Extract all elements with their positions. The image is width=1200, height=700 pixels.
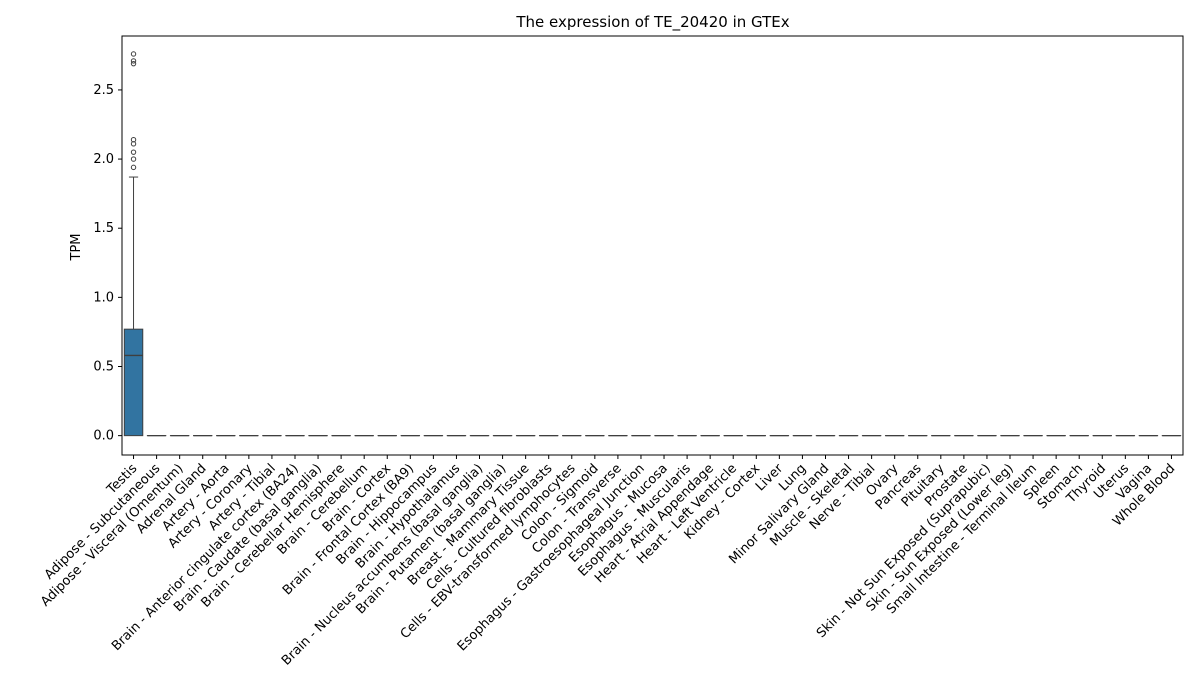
y-axis: 0.0 0.5 1.0 1.5 2.0 2.5: [93, 83, 122, 444]
y-tick-label: 1.5: [93, 221, 114, 236]
y-tick-label: 2.0: [93, 152, 114, 167]
outlier-point: [130, 51, 137, 57]
plot-frame: [121, 35, 1184, 456]
plot-area: [121, 35, 1184, 456]
outlier-point: [130, 58, 137, 64]
outlier-point: [130, 156, 137, 162]
outlier-point: [130, 149, 137, 155]
y-tick-label: 1.0: [93, 290, 114, 305]
box-body: [123, 328, 144, 437]
y-tick-label: 0.5: [93, 359, 114, 374]
chart-title: The expression of TE_20420 in GTEx: [515, 13, 789, 32]
outlier-point: [130, 60, 137, 67]
y-tick-label: 0.0: [93, 429, 114, 444]
y-tick-label: 2.5: [93, 83, 114, 98]
outlier-point: [130, 164, 137, 171]
box-0: [123, 51, 144, 437]
y-axis-label: TPM: [69, 234, 84, 262]
outlier-point: [130, 137, 137, 143]
